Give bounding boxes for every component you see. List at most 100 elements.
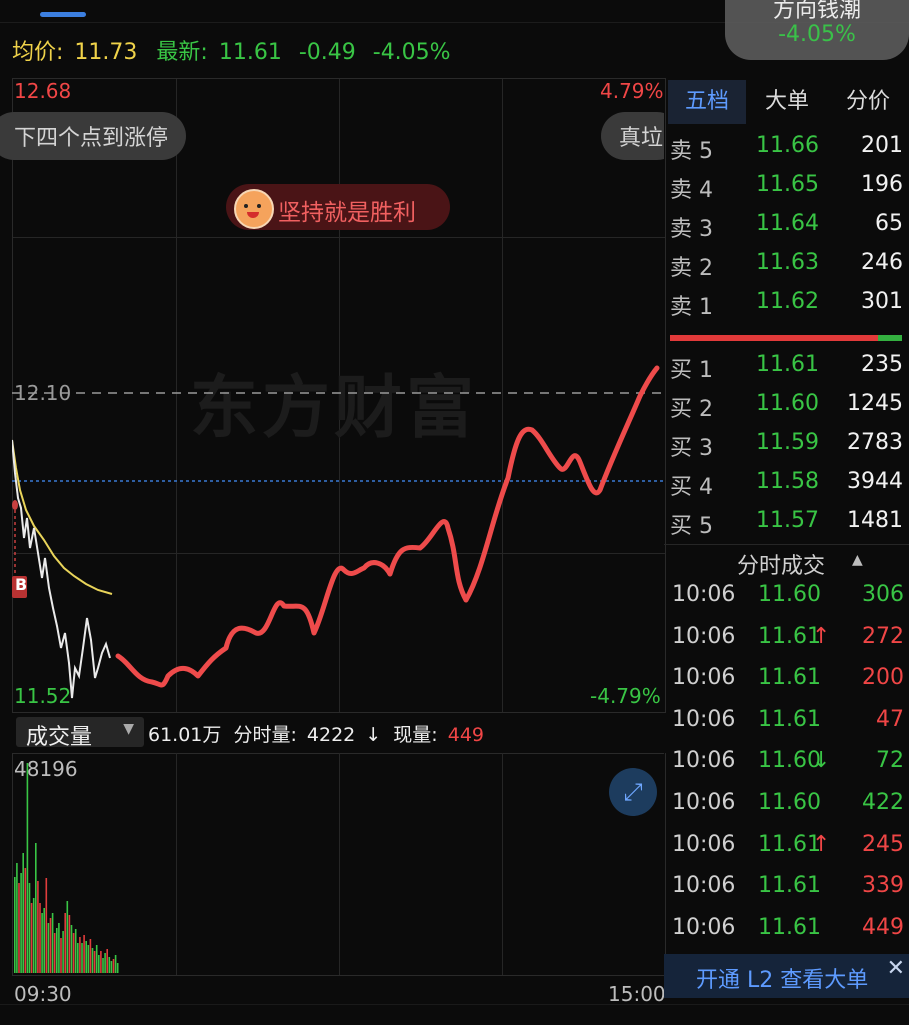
l2-upgrade-banner[interactable]: 开通 L2 查看大单 ✕ — [664, 954, 909, 998]
bid-price: 11.60 — [756, 391, 819, 416]
tab-five-level[interactable]: 五档 — [668, 80, 746, 124]
tick-price: 11.61 — [758, 665, 821, 691]
volume-bar — [87, 945, 90, 973]
grid-line — [176, 753, 177, 975]
ask-row-5: 卖 5 11.66 201 — [670, 133, 905, 172]
b-marker-label: B — [15, 575, 28, 594]
tick-time: 10:06 — [672, 914, 736, 940]
price-lines-svg — [12, 365, 664, 699]
tick-time: 10:06 — [672, 790, 736, 815]
ask-label: 卖 2 — [670, 256, 713, 281]
volume-bar — [41, 913, 43, 973]
comment-pill-center-text: 坚持就是胜利 — [278, 200, 416, 226]
bid-price: 11.58 — [756, 469, 819, 494]
volume-info: 61.01万 分时量: 4222 ↓ 现量: 449 — [148, 720, 484, 747]
bid-label: 买 3 — [670, 436, 713, 461]
floating-quote-bubble[interactable]: 方向钱潮 -4.05% — [725, 0, 909, 60]
ask-row-2: 卖 2 11.63 246 — [670, 250, 905, 289]
tick-price: 11.60 — [758, 748, 821, 774]
volume-bar — [51, 913, 54, 973]
tab-big-order[interactable]: 大单 — [764, 89, 809, 114]
ask-row-1: 卖 1 11.62 301 — [670, 289, 905, 328]
volume-indicator-select[interactable]: 成交量 ▼ — [16, 717, 144, 750]
volume-bar — [39, 903, 41, 973]
bottom-strip — [0, 1004, 909, 1025]
comment-pill-right-clip: 真垃 — [601, 112, 664, 162]
smile-emoji-icon — [234, 189, 274, 229]
volume-bar — [79, 937, 81, 973]
tick-volume: 272 — [862, 623, 904, 649]
ask-volume: 301 — [861, 289, 903, 314]
change-pct: -4.05% — [372, 40, 451, 65]
comment-pill-left[interactable]: 下四个点到涨停 — [0, 112, 187, 160]
ticks-title[interactable]: 分时成交 ▲ — [668, 546, 909, 582]
ask-price: 11.66 — [756, 133, 819, 158]
comment-pill-right[interactable]: 真垃 — [601, 112, 664, 160]
tick-time: 10:06 — [672, 623, 736, 649]
tick-time: 10:06 — [672, 582, 736, 607]
bid-volume: 235 — [861, 352, 903, 377]
time-start-label: 09:30 — [14, 982, 72, 1006]
comment-pill-center[interactable]: 坚持就是胜利 — [226, 184, 450, 230]
minute-volume-value: 4222 — [306, 724, 356, 746]
bubble-pct: -4.05% — [778, 22, 856, 47]
pct-low-label: -4.79% — [590, 684, 661, 708]
bid-row-3: 买 3 11.59 2783 — [670, 430, 905, 469]
ask-volume: 201 — [861, 133, 903, 158]
volume-bar — [114, 955, 117, 973]
bid-price: 11.57 — [756, 508, 819, 533]
volume-bar — [77, 943, 79, 973]
ask-volume: 246 — [861, 250, 903, 275]
ask-price: 11.65 — [756, 172, 819, 197]
tick-price: 11.61 — [758, 623, 821, 649]
volume-bar — [91, 948, 94, 973]
tick-volume: 200 — [862, 665, 904, 691]
caret-down-icon: ▼ — [123, 721, 134, 737]
volume-bars-svg — [14, 763, 119, 973]
bid-label: 买 1 — [670, 358, 713, 383]
marker-dot — [12, 500, 18, 510]
tick-row: 10:06 11.61 ↑ 245 — [672, 832, 906, 873]
volume-bar — [20, 873, 22, 973]
ask-price: 11.62 — [756, 289, 819, 314]
tick-volume: 339 — [862, 873, 904, 899]
bid-row-5: 买 5 11.57 1481 — [670, 508, 905, 547]
avg-value: 11.73 — [74, 40, 138, 65]
tick-volume: 422 — [862, 790, 904, 815]
tick-price: 11.61 — [758, 914, 821, 940]
volume-bar — [110, 961, 113, 973]
expand-icon[interactable]: ⤢ — [609, 768, 657, 816]
tab-price-dist[interactable]: 分价 — [845, 89, 890, 114]
volume-bar — [95, 945, 98, 973]
grid-line — [13, 237, 665, 238]
volume-bar — [16, 863, 18, 973]
ask-label: 卖 4 — [670, 178, 713, 203]
bubble-title: 方向钱潮 — [772, 0, 861, 23]
volume-bar — [108, 957, 111, 973]
close-icon[interactable]: ✕ — [886, 956, 905, 981]
bid-row-4: 买 4 11.58 3944 — [670, 469, 905, 508]
volume-bar — [102, 958, 104, 973]
grid-line — [502, 79, 503, 712]
price-high-label: 12.68 — [14, 79, 72, 103]
b-marker-box — [12, 576, 27, 598]
ask-label: 卖 1 — [670, 295, 713, 320]
bid-volume: 3944 — [847, 469, 903, 494]
tick-row: 10:06 11.61 339 — [672, 873, 906, 914]
ask-row-3: 卖 3 11.64 65 — [670, 211, 905, 250]
tick-price: 11.61 — [758, 706, 821, 732]
time-end-label: 15:00 — [608, 982, 666, 1006]
bid-volume: 1245 — [847, 391, 903, 416]
volume-bar — [93, 951, 96, 973]
bid-price: 11.59 — [756, 430, 819, 455]
intraday-price-chart[interactable] — [12, 78, 666, 713]
volume-bar — [22, 853, 24, 973]
tick-time: 10:06 — [672, 748, 736, 774]
price-info-row: 均价: 11.73 最新: 11.61 -0.49 -4.05% — [12, 34, 451, 66]
volume-chart[interactable] — [12, 753, 666, 976]
volume-bar — [98, 955, 100, 973]
volume-bar — [26, 763, 29, 973]
latest-label: 最新: — [156, 40, 208, 65]
bid-label: 买 4 — [670, 475, 713, 500]
ask-volume: 65 — [875, 211, 903, 236]
